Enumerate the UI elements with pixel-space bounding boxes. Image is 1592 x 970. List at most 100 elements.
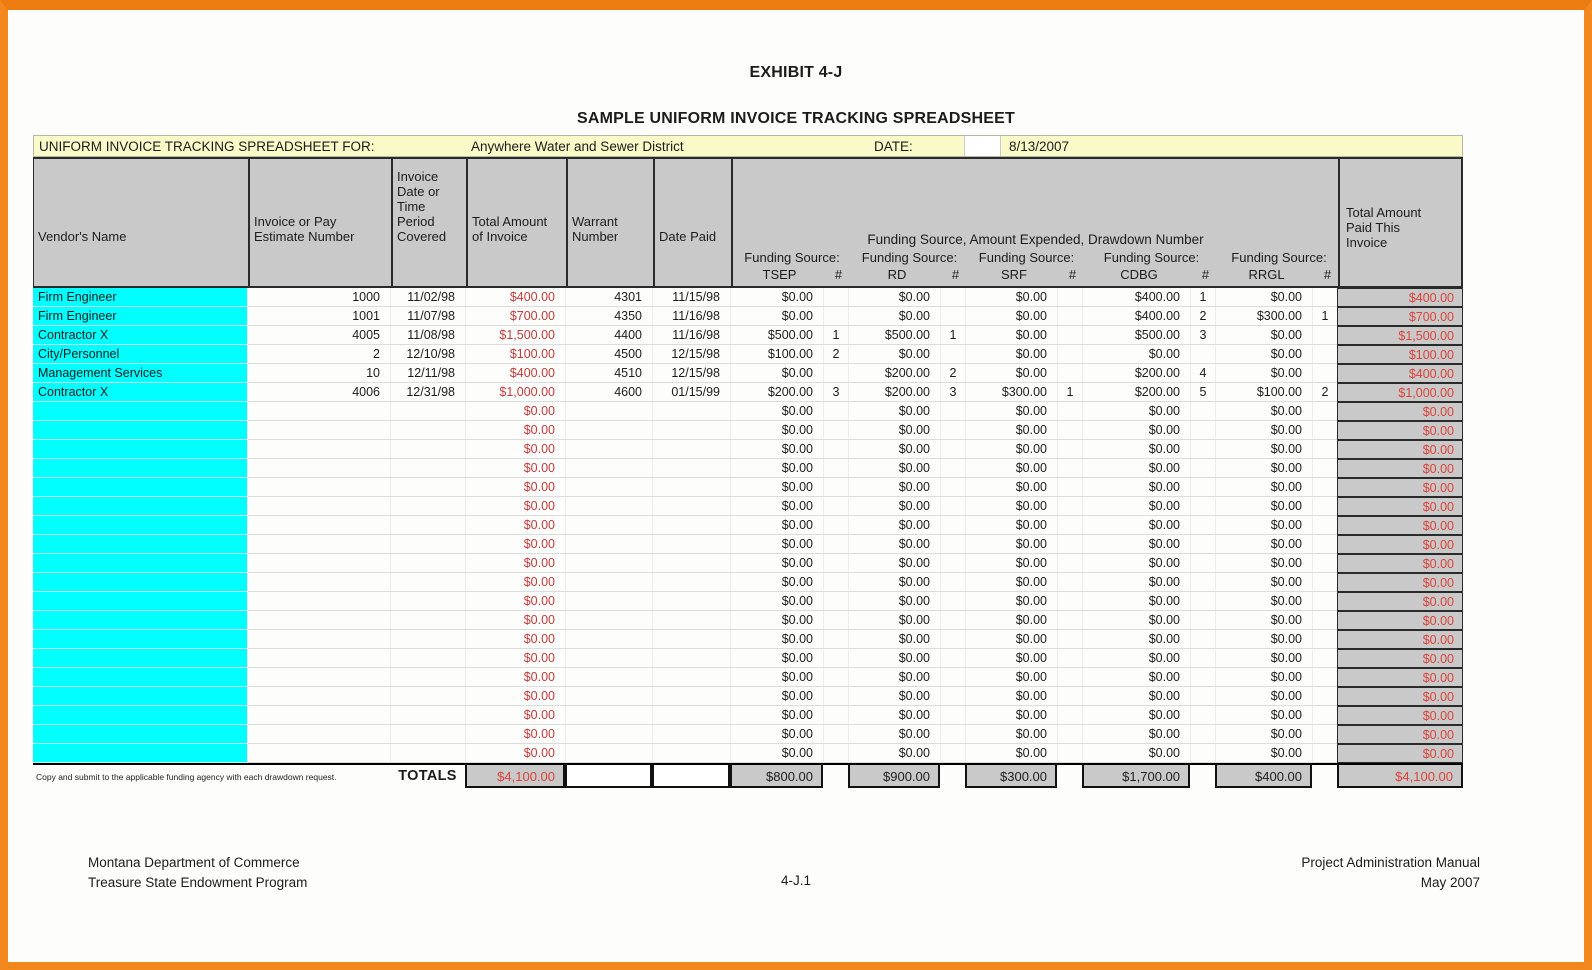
- cell-rrgl-amount: $0.00: [1215, 744, 1312, 763]
- cell-rrgl-drawdown: 2: [1312, 383, 1337, 402]
- cell-cdbg-amount: $0.00: [1082, 516, 1190, 535]
- cell-rrgl-drawdown: [1312, 326, 1337, 345]
- cell-date-paid: [652, 535, 730, 554]
- cell-invoice-number: [247, 744, 390, 763]
- funding-source-label-tsep: Funding Source:: [744, 250, 840, 265]
- cell-invoice-amount: $100.00: [465, 345, 565, 364]
- cell-tsep-drawdown: [823, 516, 848, 535]
- cell-cdbg-amount: $500.00: [1082, 326, 1190, 345]
- funding-acronym-row: TSEP # RD # SRF # CDBG # RRGL #: [733, 266, 1338, 284]
- cell-rd-amount: $0.00: [848, 440, 940, 459]
- cell-date-paid: [652, 668, 730, 687]
- cell-rd-drawdown: [940, 573, 965, 592]
- cell-warrant-number: [565, 497, 652, 516]
- cell-rrgl-drawdown: [1312, 744, 1337, 763]
- cell-cdbg-drawdown: [1190, 554, 1215, 573]
- cell-cdbg-amount: $400.00: [1082, 288, 1190, 307]
- table-row: $0.00 $0.00 $0.00 $0.00 $0.00 $0.00 $0.0…: [33, 478, 1463, 497]
- cell-rrgl-drawdown: [1312, 288, 1337, 307]
- cell-rrgl-amount: $0.00: [1215, 611, 1312, 630]
- funding-header-group: Funding Source, Amount Expended, Drawdow…: [731, 159, 1338, 286]
- table-row: $0.00 $0.00 $0.00 $0.00 $0.00 $0.00 $0.0…: [33, 516, 1463, 535]
- cell-invoice-date: 12/10/98: [390, 345, 465, 364]
- cell-rrgl-drawdown: [1312, 345, 1337, 364]
- cell-rd-drawdown: [940, 307, 965, 326]
- cell-warrant-number: [565, 668, 652, 687]
- cell-cdbg-amount: $0.00: [1082, 725, 1190, 744]
- table-row: Contractor X 4005 11/08/98 $1,500.00 440…: [33, 326, 1463, 345]
- cell-rd-amount: $0.00: [848, 459, 940, 478]
- cell-rd-drawdown: [940, 421, 965, 440]
- cell-total-paid: $0.00: [1337, 535, 1463, 554]
- cell-invoice-amount: $0.00: [465, 516, 565, 535]
- cell-rrgl-amount: $0.00: [1215, 345, 1312, 364]
- cell-srf-drawdown: [1057, 497, 1082, 516]
- cell-tsep-drawdown: [823, 459, 848, 478]
- cell-invoice-amount: $0.00: [465, 706, 565, 725]
- cell-vendor-name: [33, 668, 247, 687]
- funding-source-label-rrgl: Funding Source:: [1231, 250, 1327, 265]
- table-row: $0.00 $0.00 $0.00 $0.00 $0.00 $0.00 $0.0…: [33, 744, 1463, 763]
- cell-warrant-number: [565, 421, 652, 440]
- table-row: Firm Engineer 1000 11/02/98 $400.00 4301…: [33, 288, 1463, 307]
- cell-tsep-amount: $0.00: [730, 421, 823, 440]
- table-row: $0.00 $0.00 $0.00 $0.00 $0.00 $0.00 $0.0…: [33, 554, 1463, 573]
- cell-total-paid: $0.00: [1337, 592, 1463, 611]
- cell-tsep-amount: $500.00: [730, 326, 823, 345]
- cell-invoice-number: [247, 440, 390, 459]
- cell-rd-drawdown: [940, 630, 965, 649]
- table-body: Firm Engineer 1000 11/02/98 $400.00 4301…: [33, 288, 1463, 763]
- totals-rd-hash-cell: [940, 763, 965, 788]
- cell-tsep-drawdown: 3: [823, 383, 848, 402]
- cell-date-paid: [652, 725, 730, 744]
- cell-rrgl-drawdown: [1312, 554, 1337, 573]
- cell-date-paid: [652, 421, 730, 440]
- table-row: Contractor X 4006 12/31/98 $1,000.00 460…: [33, 383, 1463, 402]
- cell-cdbg-drawdown: 3: [1190, 326, 1215, 345]
- cell-invoice-amount: $0.00: [465, 459, 565, 478]
- cell-invoice-amount: $0.00: [465, 421, 565, 440]
- cell-warrant-number: 4400: [565, 326, 652, 345]
- cell-total-paid: $0.00: [1337, 421, 1463, 440]
- funding-source-label-rd: Funding Source:: [861, 250, 958, 265]
- cell-invoice-number: [247, 592, 390, 611]
- cell-rd-drawdown: [940, 725, 965, 744]
- cell-tsep-amount: $0.00: [730, 725, 823, 744]
- cell-invoice-date: [390, 554, 465, 573]
- cell-tsep-amount: $0.00: [730, 459, 823, 478]
- cell-total-paid: $100.00: [1337, 345, 1463, 364]
- cell-cdbg-drawdown: 5: [1190, 383, 1215, 402]
- cell-tsep-drawdown: [823, 402, 848, 421]
- cell-invoice-amount: $0.00: [465, 725, 565, 744]
- cell-warrant-number: [565, 554, 652, 573]
- cell-vendor-name: [33, 687, 247, 706]
- cell-cdbg-drawdown: [1190, 516, 1215, 535]
- col-header-srf: SRF: [1001, 267, 1027, 282]
- col-header-total-paid: Total Amount Paid This Invoice: [1338, 159, 1464, 286]
- cell-cdbg-amount: $0.00: [1082, 630, 1190, 649]
- cell-total-paid: $0.00: [1337, 725, 1463, 744]
- cell-rrgl-drawdown: [1312, 573, 1337, 592]
- cell-total-paid: $1,000.00: [1337, 383, 1463, 402]
- cell-cdbg-amount: $0.00: [1082, 459, 1190, 478]
- cell-vendor-name: Firm Engineer: [33, 307, 247, 326]
- totals-label: TOTALS: [390, 763, 465, 788]
- cell-invoice-date: 11/02/98: [390, 288, 465, 307]
- totals-tsep: $800.00: [730, 763, 823, 788]
- cell-warrant-number: [565, 649, 652, 668]
- cell-srf-drawdown: [1057, 744, 1082, 763]
- cell-cdbg-drawdown: [1190, 592, 1215, 611]
- cell-srf-drawdown: [1057, 288, 1082, 307]
- cell-invoice-number: [247, 706, 390, 725]
- cell-rrgl-amount: $0.00: [1215, 402, 1312, 421]
- cell-vendor-name: [33, 725, 247, 744]
- cell-cdbg-drawdown: 2: [1190, 307, 1215, 326]
- cell-tsep-amount: $0.00: [730, 364, 823, 383]
- cell-srf-amount: $0.00: [965, 364, 1057, 383]
- cell-rrgl-drawdown: [1312, 402, 1337, 421]
- cell-srf-amount: $0.00: [965, 725, 1057, 744]
- cell-srf-amount: $0.00: [965, 478, 1057, 497]
- cell-invoice-number: 1000: [247, 288, 390, 307]
- cell-cdbg-drawdown: [1190, 535, 1215, 554]
